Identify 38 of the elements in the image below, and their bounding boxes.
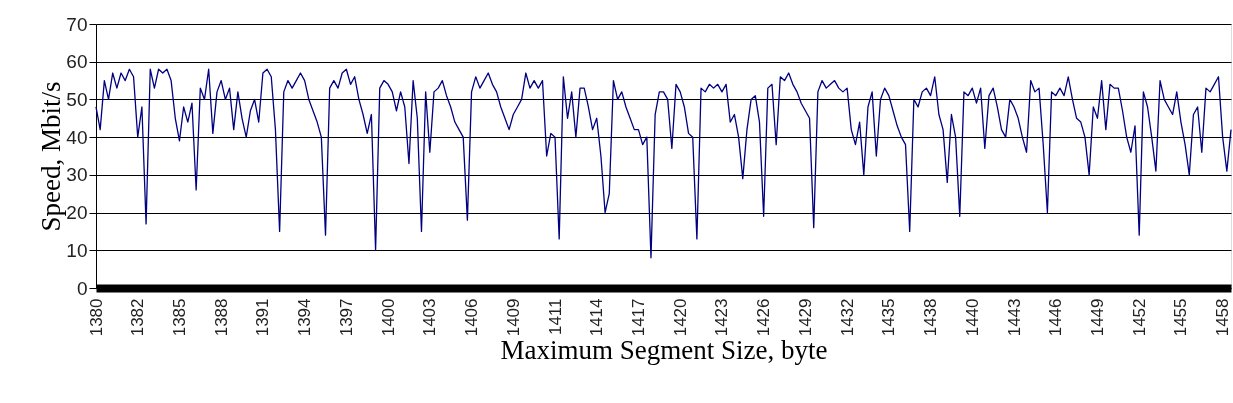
x-tick-label: 1443 xyxy=(1004,298,1024,337)
x-tick-label: 1440 xyxy=(962,298,982,337)
x-tick-label: 1423 xyxy=(712,298,732,337)
x-tick-label: 1382 xyxy=(128,298,148,337)
y-tick-label: 50 xyxy=(66,88,88,110)
x-tick-label: 1446 xyxy=(1046,298,1066,337)
y-tick-label: 20 xyxy=(66,202,88,224)
y-tick-label: 40 xyxy=(66,126,88,148)
x-tick-label: 1380 xyxy=(86,298,106,337)
x-tick-label: 1409 xyxy=(503,298,523,337)
x-tick-label: 1414 xyxy=(587,298,607,337)
x-tick-label: 1411 xyxy=(545,298,565,336)
x-tick-label: 1438 xyxy=(921,298,941,337)
x-axis-title: Maximum Segment Size, byte xyxy=(500,335,828,366)
x-tick-label: 1429 xyxy=(795,298,815,337)
x-tick-label: 1385 xyxy=(169,298,189,337)
x-tick-label: 1394 xyxy=(295,298,315,337)
x-tick-label: 1420 xyxy=(670,298,690,337)
x-tick-label: 1458 xyxy=(1213,298,1233,337)
x-tick-label: 1449 xyxy=(1087,298,1107,337)
x-tick-label: 1388 xyxy=(211,298,231,337)
y-tick-label: 30 xyxy=(66,164,88,186)
x-tick-label: 1435 xyxy=(879,298,899,337)
x-tick-label: 1403 xyxy=(420,298,440,337)
x-tick-label: 1452 xyxy=(1129,298,1149,337)
x-tick-label: 1406 xyxy=(462,298,482,337)
y-axis-title: Speed, Mbit/s xyxy=(36,81,67,232)
y-tick-label: 10 xyxy=(66,239,88,261)
x-tick-label: 1397 xyxy=(336,298,356,337)
y-tick-label: 60 xyxy=(66,51,88,73)
x-tick-label: 1417 xyxy=(628,298,648,337)
y-tick-label: 0 xyxy=(76,277,88,299)
x-tick-label: 1455 xyxy=(1171,298,1191,337)
x-tick-label: 1400 xyxy=(378,298,398,337)
x-tick-label: 1432 xyxy=(837,298,857,337)
x-tick-label: 1391 xyxy=(253,298,273,337)
x-tick-label: 1426 xyxy=(754,298,774,337)
y-tick-label: 70 xyxy=(66,13,88,35)
